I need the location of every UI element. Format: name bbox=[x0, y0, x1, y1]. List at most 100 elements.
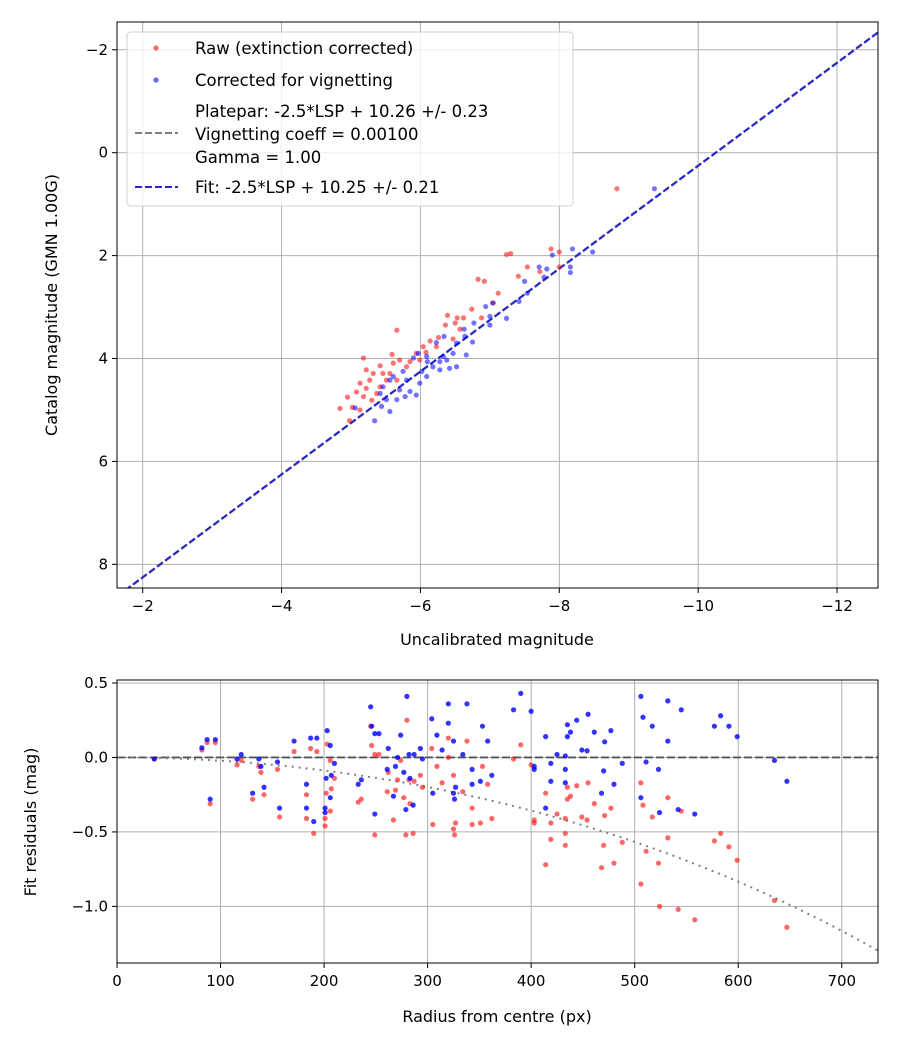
corrected-residual-point bbox=[562, 753, 568, 759]
raw-residual-point bbox=[238, 757, 244, 764]
corrected-residual-point bbox=[665, 738, 671, 744]
corrected-residual-point bbox=[692, 811, 698, 817]
raw-residual-point bbox=[477, 820, 484, 826]
raw-residual-point bbox=[276, 814, 283, 820]
raw-point bbox=[353, 389, 360, 395]
raw-residual-point bbox=[261, 792, 267, 798]
corrected-residual-point bbox=[308, 735, 314, 741]
corrected-residual-point bbox=[567, 729, 574, 735]
raw-point bbox=[380, 370, 386, 377]
corrected-residual-point bbox=[322, 805, 328, 811]
corrected-point bbox=[536, 264, 542, 270]
corrected-point bbox=[396, 387, 403, 393]
tick-labels: 0 100 200 300 400 500 600 700 0.5 0.0 −0.5 −1.0 bbox=[72, 674, 857, 990]
raw-residual-point bbox=[314, 748, 320, 755]
corrected-residual-point bbox=[372, 731, 378, 737]
corrected-residual-point bbox=[585, 711, 591, 717]
raw-residual-point bbox=[562, 842, 568, 848]
y-tick-label: 4 bbox=[98, 350, 108, 368]
raw-point bbox=[377, 363, 383, 369]
raw-residual-point bbox=[445, 735, 451, 741]
raw-point bbox=[396, 357, 403, 363]
raw-residual-point bbox=[718, 830, 724, 837]
raw-residual-point bbox=[567, 793, 574, 799]
raw-point bbox=[344, 394, 351, 400]
raw-residual-point bbox=[602, 812, 608, 819]
corrected-residual-point bbox=[445, 720, 451, 726]
raw-residual-point bbox=[574, 783, 580, 789]
raw-point bbox=[433, 344, 439, 350]
corrected-residual-point bbox=[207, 796, 213, 802]
raw-point bbox=[363, 367, 369, 373]
x-tick-label: 600 bbox=[724, 972, 753, 990]
raw-residual-point bbox=[591, 801, 597, 807]
raw-residual-point bbox=[376, 751, 382, 758]
corrected-residual-point bbox=[734, 734, 740, 740]
corrected-residual-point bbox=[451, 796, 458, 802]
corrected-point bbox=[521, 278, 528, 284]
raw-residual-point bbox=[640, 802, 646, 808]
corrected-point bbox=[407, 388, 413, 395]
corrected-residual-point bbox=[656, 809, 663, 816]
corrected-point bbox=[424, 373, 430, 380]
corrected-residual-point bbox=[403, 806, 409, 813]
raw-point bbox=[503, 251, 510, 258]
raw-residual-point bbox=[401, 795, 407, 801]
raw-residual-point bbox=[638, 881, 644, 887]
raw-residual-point bbox=[531, 820, 537, 826]
raw-residual-point bbox=[460, 789, 466, 795]
corrected-residual-point bbox=[234, 756, 240, 762]
corrected-residual-point bbox=[274, 759, 281, 765]
legend-corrected: Corrected for vignetting bbox=[195, 71, 393, 90]
raw-residual-point bbox=[711, 838, 718, 844]
raw-residual-point bbox=[543, 790, 549, 796]
x-axis-label: Radius from centre (px) bbox=[402, 1007, 591, 1026]
raw-residual-point bbox=[510, 756, 517, 762]
corrected-residual-point bbox=[394, 754, 401, 761]
corrected-residual-point bbox=[477, 778, 484, 784]
raw-residual-point bbox=[394, 777, 401, 783]
raw-residual-point bbox=[585, 780, 591, 786]
raw-residual-point bbox=[598, 865, 605, 871]
corrected-residual-point bbox=[450, 790, 457, 796]
corrected-residual-point bbox=[619, 760, 625, 767]
corrected-residual-point bbox=[564, 734, 570, 740]
legend: Raw (extinction corrected) Corrected for… bbox=[126, 31, 574, 207]
raw-residual-point bbox=[429, 745, 435, 752]
corrected-residual-point bbox=[368, 704, 374, 710]
corrected-point bbox=[437, 359, 443, 365]
raw-residual-point bbox=[328, 786, 334, 792]
corrected-point bbox=[377, 390, 383, 397]
corrected-residual-point bbox=[485, 738, 491, 744]
corrected-point bbox=[453, 364, 460, 370]
raw-point bbox=[435, 334, 442, 341]
raw-residual-point bbox=[656, 903, 663, 910]
corrected-residual-point bbox=[384, 766, 390, 772]
raw-point bbox=[420, 344, 426, 350]
corrected-residual-point bbox=[151, 756, 157, 762]
corrected-residual-point bbox=[771, 757, 778, 764]
raw-point bbox=[515, 273, 521, 279]
corrected-point bbox=[390, 373, 396, 380]
legend-platepar-2: Vignetting coeff = 0.00100 bbox=[195, 125, 419, 144]
corrected-point bbox=[469, 339, 476, 345]
raw-residual-point bbox=[410, 830, 416, 837]
raw-residual-point bbox=[518, 742, 524, 748]
corrected-residual-point bbox=[261, 784, 267, 790]
corrected-residual-point bbox=[212, 736, 218, 743]
corrected-residual-point bbox=[579, 747, 585, 753]
magnitude-calibration-plot: −2 −4 −6 −8 −10 −12 −2 0 2 4 6 8 Uncalibrated magni… bbox=[42, 21, 879, 649]
x-tick-label: −8 bbox=[548, 597, 570, 615]
corrected-residual-point bbox=[638, 795, 644, 801]
corrected-point bbox=[441, 333, 447, 339]
legend-platepar-1: Platepar: -2.5*LSP + 10.26 +/- 0.23 bbox=[195, 102, 488, 121]
corrected-point bbox=[400, 368, 406, 374]
raw-point bbox=[457, 326, 463, 332]
raw-point bbox=[450, 336, 456, 342]
corrected-residual-point bbox=[445, 701, 451, 707]
raw-residual-point bbox=[469, 821, 475, 828]
raw-point bbox=[347, 418, 353, 424]
corrected-residual-point bbox=[406, 751, 412, 758]
x-tick-label: 100 bbox=[206, 972, 235, 990]
raw-point bbox=[423, 349, 429, 355]
